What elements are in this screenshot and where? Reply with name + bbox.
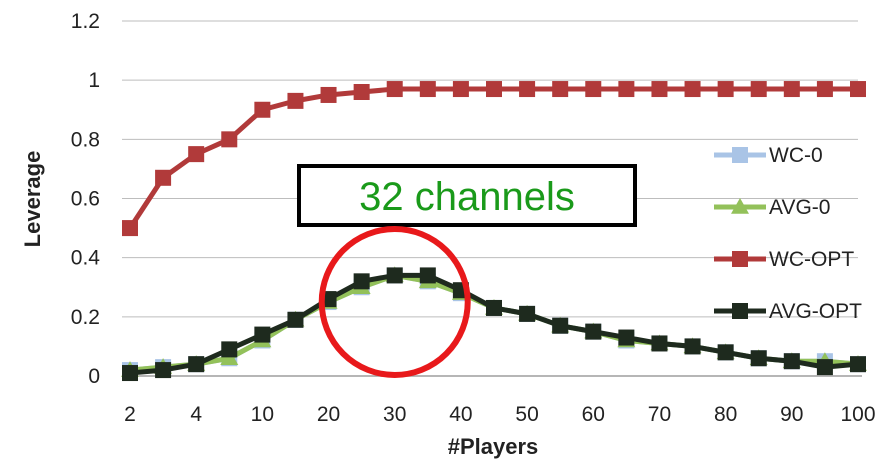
data-point xyxy=(618,81,635,98)
x-axis-title: #Players xyxy=(448,434,539,459)
data-point xyxy=(684,338,701,355)
x-tick-label: 70 xyxy=(648,403,671,426)
legend-marker xyxy=(731,198,749,214)
x-tick-label: 60 xyxy=(582,403,605,426)
x-tick-label: 90 xyxy=(780,403,803,426)
legend-label: AVG-OPT xyxy=(769,300,862,323)
data-point xyxy=(816,81,833,98)
highlight-circle xyxy=(318,226,471,378)
x-tick-label: 100 xyxy=(840,403,875,426)
x-tick-label: 20 xyxy=(317,403,340,426)
data-point xyxy=(122,365,138,382)
x-tick-label: 2 xyxy=(124,403,136,426)
data-point xyxy=(386,267,403,284)
y-tick-label: 1 xyxy=(88,69,100,92)
y-tick-label: 0.8 xyxy=(71,128,100,151)
data-point xyxy=(419,267,436,284)
annotation: 32 channels xyxy=(297,164,637,227)
data-point xyxy=(287,311,304,328)
data-point xyxy=(552,317,569,334)
data-point xyxy=(519,305,536,322)
y-axis-ticks: 0 0.2 0.4 0.6 0.8 1 1.2 xyxy=(71,10,101,388)
x-axis-ticks: 2 4 10 20 30 40 50 60 70 80 90 100 xyxy=(124,403,875,426)
data-point xyxy=(486,81,502,98)
series-line xyxy=(129,272,859,376)
y-tick-label: 0 xyxy=(88,365,100,388)
y-tick-label: 0.2 xyxy=(71,306,100,329)
annotation-label: 32 channels xyxy=(359,175,575,219)
data-point xyxy=(254,326,271,343)
data-point xyxy=(254,101,271,118)
y-tick-label: 0.6 xyxy=(71,188,100,211)
data-point xyxy=(122,220,138,237)
legend-marker xyxy=(732,251,748,267)
data-point xyxy=(850,356,866,373)
legend-label: WC-OPT xyxy=(769,248,854,271)
x-tick-label: 10 xyxy=(251,403,274,426)
data-point xyxy=(188,146,205,163)
legend-item: WC-0 xyxy=(714,144,823,167)
data-point xyxy=(585,81,602,98)
data-point xyxy=(717,81,734,98)
legend-item: WC-OPT xyxy=(714,248,854,271)
data-point xyxy=(783,81,800,98)
data-point xyxy=(651,81,668,98)
data-point xyxy=(651,335,668,352)
data-point xyxy=(750,81,767,98)
data-point xyxy=(717,344,734,361)
y-tick-label: 0.4 xyxy=(71,247,101,270)
data-point xyxy=(850,81,866,98)
x-tick-label: 4 xyxy=(190,403,202,426)
x-tick-label: 40 xyxy=(449,403,472,426)
x-tick-label: 50 xyxy=(515,403,538,426)
series-wc-opt xyxy=(122,81,866,237)
legend-item: AVG-0 xyxy=(714,196,830,219)
data-point xyxy=(684,81,701,98)
data-point xyxy=(750,350,767,367)
data-point xyxy=(452,81,469,98)
x-tick-label: 80 xyxy=(714,403,737,426)
data-point xyxy=(816,359,833,376)
y-tick-label: 1.2 xyxy=(71,10,100,33)
legend: WC-0 AVG-0 WC-OPT AVG-OPT xyxy=(714,144,862,323)
data-point xyxy=(783,353,800,370)
data-point xyxy=(486,299,502,316)
data-point xyxy=(221,131,238,148)
legend-item: AVG-OPT xyxy=(714,300,862,323)
data-point xyxy=(552,81,569,98)
legend-marker xyxy=(732,147,748,163)
data-point xyxy=(155,362,172,379)
data-point xyxy=(419,81,436,98)
legend-marker xyxy=(732,303,748,319)
series-avg-opt xyxy=(122,267,866,382)
annotation-box xyxy=(297,164,637,227)
x-tick-label: 30 xyxy=(383,403,406,426)
legend-label: AVG-0 xyxy=(769,196,830,219)
data-point xyxy=(221,341,238,358)
series-group xyxy=(121,81,867,382)
data-point xyxy=(585,323,602,340)
data-point xyxy=(287,92,304,109)
data-point xyxy=(353,273,370,290)
data-point xyxy=(519,81,536,98)
legend-label: WC-0 xyxy=(769,144,823,167)
data-point xyxy=(188,356,205,373)
data-point xyxy=(618,329,635,346)
data-point xyxy=(320,86,337,103)
y-axis-title: Leverage xyxy=(20,151,45,248)
data-point xyxy=(353,84,370,100)
data-point xyxy=(386,81,403,98)
data-point xyxy=(155,169,172,186)
